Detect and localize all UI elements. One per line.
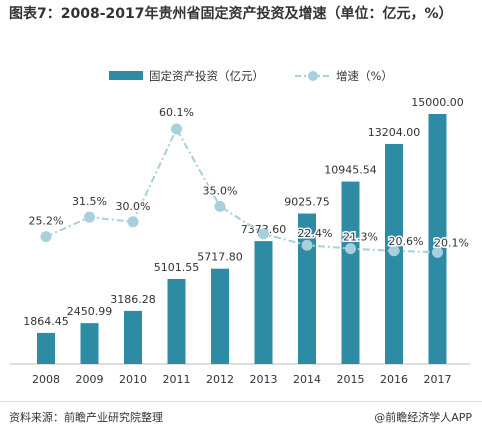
chart-title: 图表7：2008-2017年贵州省固定资产投资及增速（单位：亿元，%） [9,6,453,22]
growth-value-label: 35.0% [203,184,238,197]
bar-value-label: 10945.54 [324,164,377,177]
bar [428,114,447,364]
growth-marker [40,231,52,243]
growth-marker [171,123,182,135]
legend-bar-swatch [109,71,143,80]
source-note: 资料来源：前瞻产业研究院整理 [9,411,163,424]
growth-marker [214,200,226,212]
bar [124,310,142,364]
x-tick-label: 2010 [119,373,147,386]
growth-value-label: 20.6% [389,235,424,248]
brand-credit: @前瞻经济学人APP [374,411,472,424]
growth-value-label: 31.5% [72,195,107,208]
bar-value-label: 3186.28 [110,293,156,306]
growth-marker [127,216,139,228]
x-tick-label: 2012 [206,373,234,386]
bar [298,213,316,364]
growth-value-label: 30.0% [116,200,151,213]
x-tick-label: 2014 [293,373,321,386]
x-tick-label: 2013 [250,373,278,386]
growth-marker [388,245,400,257]
bar-value-label: 15000.00 [411,96,464,109]
legend: 固定资产投资（亿元） 增速（%） [0,68,482,84]
growth-value-label: 22.4% [298,227,333,240]
growth-marker [84,211,95,223]
bar-value-label: 13204.00 [368,126,421,139]
legend-line-swatch [295,71,331,81]
growth-value-label: 21.3% [343,231,378,244]
legend-line-label: 增速（%） [336,69,393,83]
footer-divider [0,401,482,402]
x-tick-label: 2008 [32,373,60,386]
growth-marker [345,243,356,255]
bar [341,181,360,364]
legend-bar-label: 固定资产投资（亿元） [149,69,264,83]
growth-value-label: 20.1% [434,236,469,249]
growth-value-label: 60.1% [159,106,194,119]
bar [211,268,229,364]
x-tick-label: 2015 [337,373,365,386]
bar-value-label: 1864.45 [23,315,69,328]
bar [254,241,273,364]
growth-marker [258,228,269,240]
bar-value-label: 5717.80 [197,251,243,264]
bar [167,278,186,364]
x-tick-label: 2011 [163,373,191,386]
bar-value-label: 5101.55 [154,261,200,274]
bar [37,332,55,364]
x-tick-label: 2016 [380,373,408,386]
bar-value-label: 2450.99 [67,305,113,318]
bar-value-label: 9025.75 [284,196,330,209]
growth-marker [432,246,443,258]
x-tick-label: 2017 [424,373,452,386]
growth-value-label: 25.2% [29,215,64,228]
growth-marker [301,239,313,251]
x-tick-label: 2009 [76,373,104,386]
bar [80,323,99,364]
